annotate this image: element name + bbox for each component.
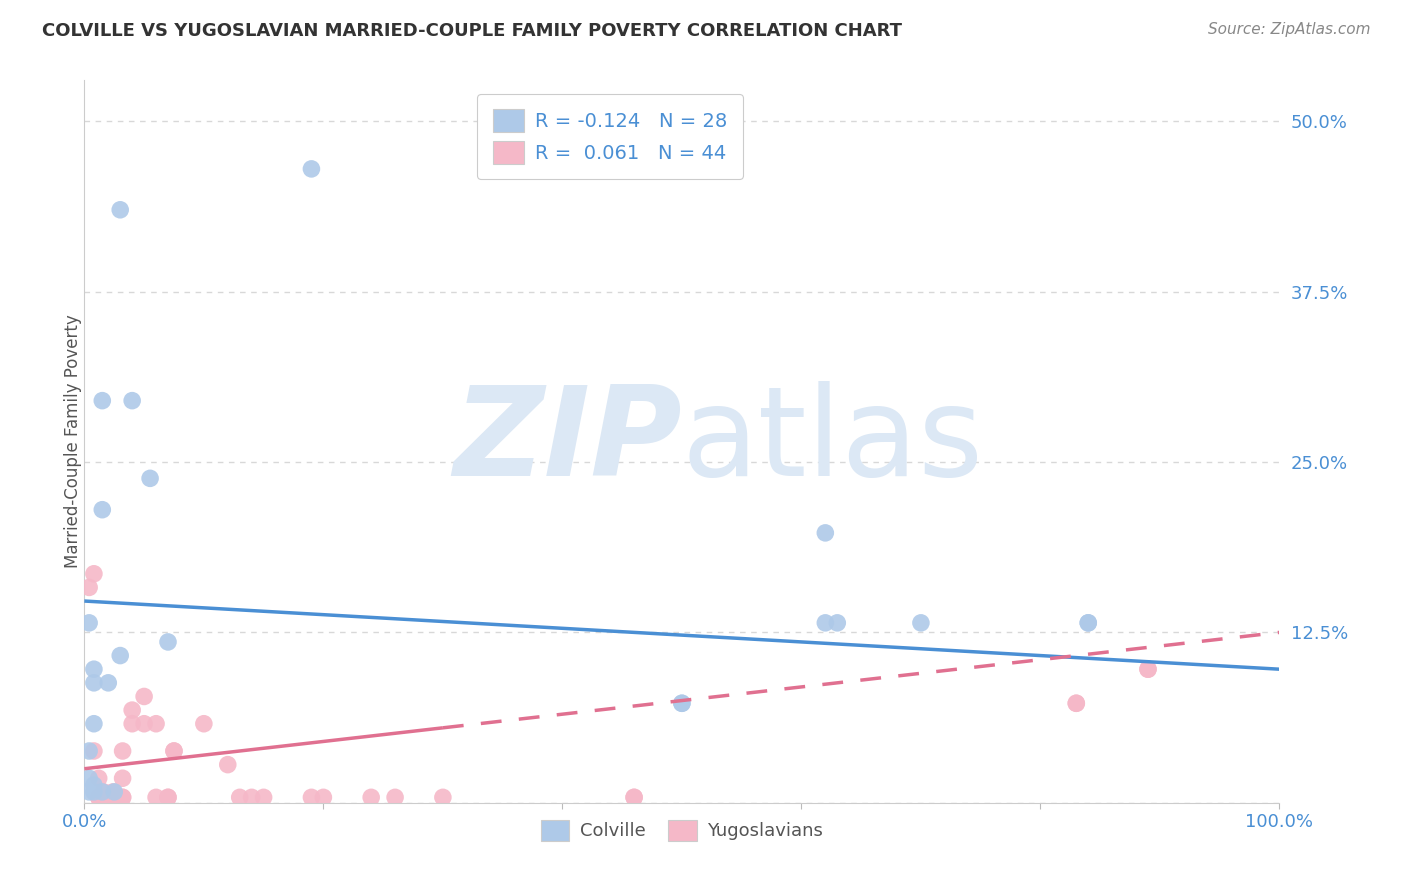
Point [77, 615, 100, 630]
Point [432, 790, 454, 805]
Point [91, 785, 114, 799]
Point [77, 581, 100, 595]
Point [91, 502, 114, 516]
Point [87, 771, 110, 785]
Point [93, 790, 115, 805]
Point [111, 790, 134, 805]
Text: Source: ZipAtlas.com: Source: ZipAtlas.com [1208, 22, 1371, 37]
Point [145, 716, 167, 731]
Point [157, 635, 180, 649]
Point [671, 696, 693, 710]
Point [121, 716, 143, 731]
Point [360, 790, 382, 805]
Point [111, 771, 134, 785]
Point [121, 393, 143, 408]
Point [83, 676, 105, 690]
Point [97, 790, 120, 805]
Text: atlas: atlas [682, 381, 984, 502]
Point [1137, 662, 1160, 676]
Point [101, 790, 124, 805]
Point [83, 566, 105, 581]
Point [83, 744, 105, 758]
Point [827, 615, 849, 630]
Point [87, 790, 110, 805]
Point [97, 790, 120, 805]
Point [163, 744, 186, 758]
Point [132, 716, 156, 731]
Point [623, 790, 645, 805]
Point [217, 757, 239, 772]
Point [77, 744, 100, 758]
Point [111, 790, 134, 805]
Point [814, 615, 837, 630]
Point [193, 716, 215, 731]
Point [101, 790, 124, 805]
Point [103, 785, 125, 799]
Point [623, 790, 645, 805]
Point [77, 771, 100, 785]
Point [671, 696, 693, 710]
Point [229, 790, 252, 805]
Point [1066, 696, 1088, 710]
Point [83, 785, 105, 799]
Point [1137, 662, 1160, 676]
Point [163, 744, 186, 758]
Point [91, 393, 114, 408]
Point [157, 790, 180, 805]
Point [83, 778, 105, 792]
Legend: Colville, Yugoslavians: Colville, Yugoslavians [533, 813, 831, 848]
Point [301, 161, 323, 176]
Text: COLVILLE VS YUGOSLAVIAN MARRIED-COUPLE FAMILY POVERTY CORRELATION CHART: COLVILLE VS YUGOSLAVIAN MARRIED-COUPLE F… [42, 22, 903, 40]
Point [77, 785, 100, 799]
Point [1077, 615, 1099, 630]
Point [301, 790, 323, 805]
Text: ZIP: ZIP [453, 381, 682, 502]
Point [83, 716, 105, 731]
Point [87, 790, 110, 805]
Point [240, 790, 263, 805]
Point [145, 790, 167, 805]
Point [139, 471, 162, 485]
Point [83, 662, 105, 676]
Point [1077, 615, 1099, 630]
Point [93, 785, 115, 799]
Point [253, 790, 276, 805]
Point [101, 785, 124, 799]
Point [97, 676, 120, 690]
Point [312, 790, 335, 805]
Point [111, 744, 134, 758]
Point [93, 790, 115, 805]
Point [910, 615, 932, 630]
Point [157, 790, 180, 805]
Point [814, 525, 837, 540]
Y-axis label: Married-Couple Family Poverty: Married-Couple Family Poverty [65, 315, 82, 568]
Point [1066, 696, 1088, 710]
Point [132, 690, 156, 704]
Point [110, 648, 132, 663]
Point [110, 202, 132, 217]
Point [121, 703, 143, 717]
Point [384, 790, 406, 805]
